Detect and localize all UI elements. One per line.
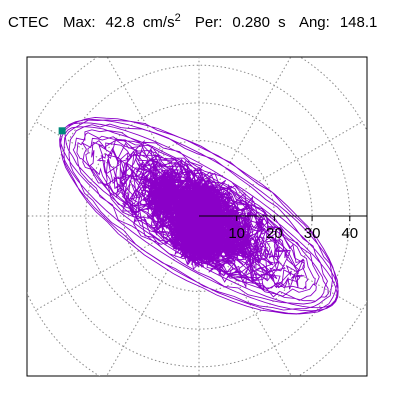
grid-spoke: [231, 121, 363, 198]
grid-spoke: [217, 57, 292, 184]
ang-value: 148.1: [339, 14, 378, 31]
per-label: Per:: [194, 14, 223, 31]
grid-spoke: [106, 57, 181, 184]
max-unit-exponent: 2: [174, 12, 181, 24]
radial-axis: 10 20 30 40: [58, 127, 367, 242]
max-label: Max:: [63, 14, 96, 31]
per-value: 0.280: [232, 14, 270, 31]
x-tick-label: 40: [341, 225, 358, 242]
per-unit: s: [278, 14, 286, 31]
grid-spoke: [35, 234, 167, 311]
ang-label: Ang:: [298, 14, 330, 31]
max-unit-base: cm/s: [142, 14, 175, 31]
motion-trace-path: [59, 116, 339, 315]
station-name: CTEC: [8, 14, 49, 31]
peak-marker: [58, 127, 66, 135]
x-tick-label: 10: [228, 225, 245, 242]
x-tick-label: 30: [304, 225, 321, 242]
max-value: 42.8: [105, 14, 135, 31]
grid-spoke: [106, 248, 181, 376]
max-unit: cm/s2: [142, 12, 181, 31]
chart-header: CTEC Max: 42.8 cm/s2 Per: 0.280 s Ang: 148.…: [8, 12, 381, 31]
x-tick-label: 20: [266, 225, 283, 242]
motion-trace: [59, 116, 339, 315]
